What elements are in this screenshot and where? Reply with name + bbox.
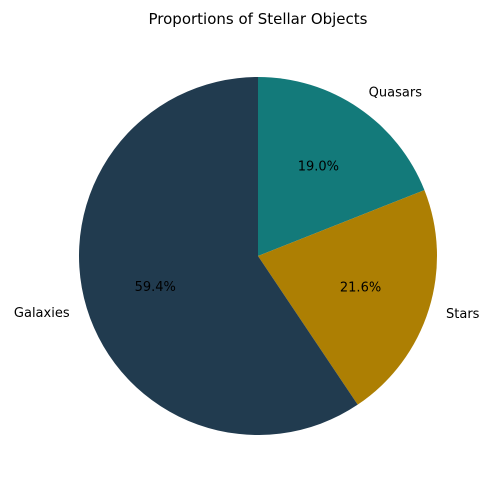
- slice-label-stars: Stars: [446, 307, 480, 322]
- chart-title: Proportions of Stellar Objects: [149, 10, 368, 28]
- pie-labels: 19.0% Quasars 21.6% Stars 59.4% Galaxies: [14, 86, 480, 322]
- pie-slices: [78, 77, 437, 436]
- pie-slice-galaxies: [78, 77, 358, 436]
- slice-label-galaxies: Galaxies: [14, 306, 70, 321]
- slice-label-quasars: Quasars: [369, 86, 423, 101]
- pie-slice-stars: [258, 190, 437, 405]
- percent-label-stars: 21.6%: [340, 280, 381, 295]
- percent-label-galaxies: 59.4%: [135, 280, 176, 295]
- pie-slice-quasars: [258, 77, 425, 256]
- percent-label-quasars: 19.0%: [298, 160, 339, 175]
